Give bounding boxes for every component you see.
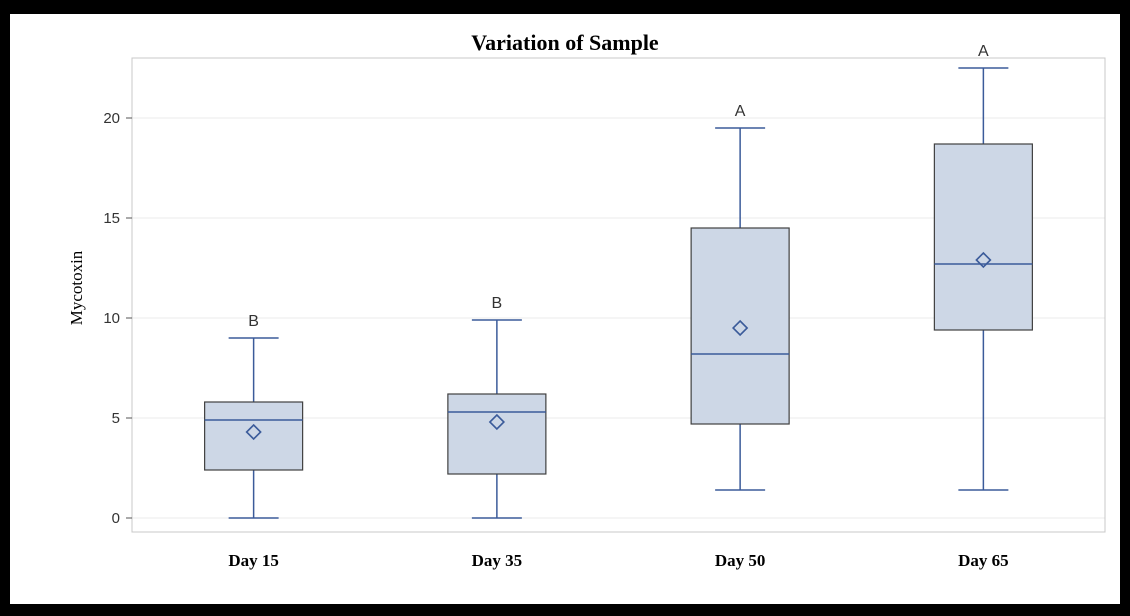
mean-marker — [245, 423, 262, 441]
group-letter: A — [978, 43, 989, 60]
group-letter: A — [735, 103, 746, 120]
boxes: B B A A — [204, 43, 1033, 519]
x-axis-ticks: Day 15 Day 35 Day 50 Day 65 — [228, 551, 1008, 570]
iqr-box — [204, 401, 304, 471]
x-tick-label: Day 65 — [958, 551, 1009, 570]
group-letter: B — [248, 313, 259, 330]
box-4: A — [933, 43, 1033, 491]
x-tick-label: Day 35 — [472, 551, 523, 570]
box-3: A — [690, 103, 790, 491]
mean-marker — [731, 319, 749, 337]
group-letter: B — [492, 295, 503, 312]
y-tick-label: 20 — [103, 110, 120, 127]
iqr-box — [690, 227, 790, 425]
box-plot-chart: Variation of Sample Mycotoxin 0 5 10 15 20 B… — [67, 30, 1106, 570]
x-tick-label: Day 50 — [715, 551, 766, 570]
mean-marker — [975, 251, 992, 269]
iqr-box — [933, 143, 1033, 331]
y-tick-label: 0 — [112, 510, 120, 527]
iqr-box — [447, 393, 547, 475]
x-tick-label: Day 15 — [228, 551, 279, 570]
box-2: B — [447, 295, 547, 519]
mean-marker — [488, 413, 506, 431]
plot-area-border — [131, 57, 1106, 533]
y-axis-ticks: 0 5 10 15 20 — [103, 110, 132, 527]
y-tick-label: 5 — [112, 410, 120, 427]
box-1: B — [204, 313, 304, 519]
chart-title: Variation of Sample — [471, 30, 659, 55]
y-tick-label: 15 — [103, 210, 120, 227]
y-tick-label: 10 — [103, 310, 120, 327]
chart-frame: Variation of Sample Mycotoxin 0 5 10 15 20 B… — [10, 14, 1120, 604]
y-axis-label: Mycotoxin — [67, 250, 86, 325]
